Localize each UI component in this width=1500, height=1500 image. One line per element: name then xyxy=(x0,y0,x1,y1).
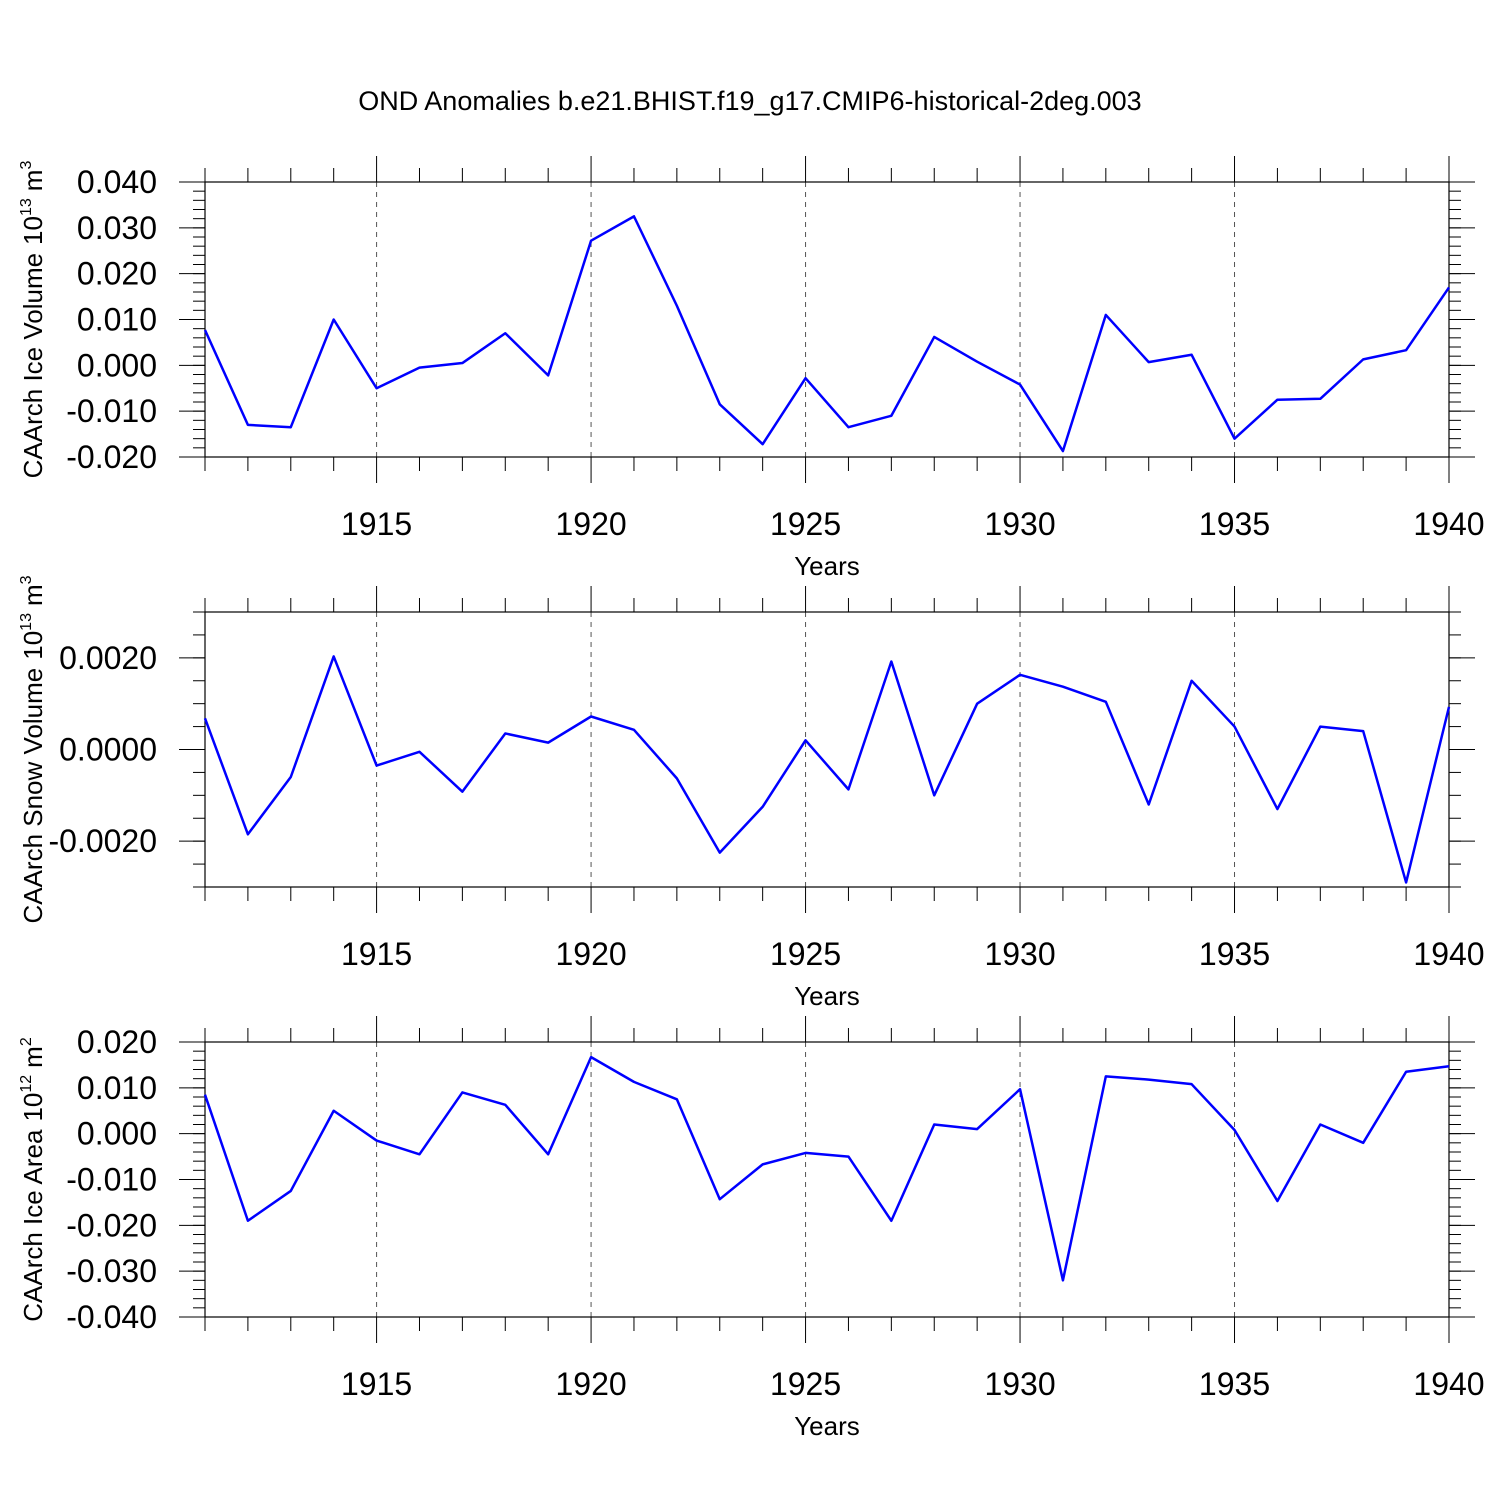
x-tick-label: 1940 xyxy=(1413,936,1484,972)
y-units-power: 3 xyxy=(18,161,35,170)
x-tick-label: 1935 xyxy=(1199,936,1270,972)
y-units-power: 3 xyxy=(18,575,35,584)
x-tick-label: 1940 xyxy=(1413,1366,1484,1402)
figure-title: OND Anomalies b.e21.BHIST.f19_g17.CMIP6-… xyxy=(358,86,1141,116)
y-tick-label: 0.010 xyxy=(77,1070,157,1106)
series-line xyxy=(203,655,1451,884)
x-tick-label: 1930 xyxy=(984,936,1055,972)
y-tick-label: 0.0020 xyxy=(59,640,157,676)
y-axis-label: CAArch Ice Area 1012 m2 xyxy=(18,1037,48,1322)
x-axis-label: Years xyxy=(794,981,860,1011)
x-tick-label: 1920 xyxy=(555,506,626,542)
y-units-base: 10 xyxy=(18,1093,48,1122)
y-tick-label: -0.0020 xyxy=(48,823,157,859)
x-tick-label: 1920 xyxy=(555,1366,626,1402)
y-tick-label: -0.020 xyxy=(66,1207,157,1243)
x-tick-label: 1940 xyxy=(1413,506,1484,542)
y-units-power: 2 xyxy=(18,1037,35,1046)
x-tick-label: 1930 xyxy=(984,1366,1055,1402)
plot-frame xyxy=(204,181,1450,458)
y-tick-label: 0.020 xyxy=(77,256,157,292)
plot-frame xyxy=(204,611,1450,888)
panel-snow-volume: 0.0020 0.0000 -0.0020 1915 1920 1925 1930 1935 1… xyxy=(18,575,1485,1011)
x-axis-label: Years xyxy=(794,551,860,581)
x-tick-label: 1920 xyxy=(555,936,626,972)
y-tick-label: 0.030 xyxy=(77,210,157,246)
panel-ice-area: 0.020 0.010 0.000 -0.010 -0.020 -0.030 -0.040 1… xyxy=(18,1016,1485,1441)
y-tick-label: 0.040 xyxy=(77,164,157,200)
y-tick-label: 0.010 xyxy=(77,302,157,338)
x-tick-label: 1925 xyxy=(770,506,841,542)
y-units-unit: m xyxy=(18,584,48,606)
x-tick-label: 1915 xyxy=(341,1366,412,1402)
x-tick-label: 1925 xyxy=(770,936,841,972)
y-units-unit: m xyxy=(18,170,48,192)
y-tick-label: 0.000 xyxy=(77,1116,157,1152)
x-tick-label: 1935 xyxy=(1199,506,1270,542)
y-tick-label: -0.020 xyxy=(66,439,157,475)
y-tick-label: -0.040 xyxy=(66,1299,157,1335)
y-units-unit: m xyxy=(18,1046,48,1068)
y-axis-label: CAArch Snow Volume 1013 m3 xyxy=(18,575,48,923)
y-label-text: CAArch Snow Volume xyxy=(18,668,48,924)
x-axis-label: Years xyxy=(794,1411,860,1441)
y-units-base: 10 xyxy=(18,631,48,660)
x-tick-label: 1915 xyxy=(341,506,412,542)
y-axis-label: CAArch Ice Volume 1013 m3 xyxy=(18,161,48,479)
y-units-exponent: 13 xyxy=(18,198,35,216)
y-units-exponent: 12 xyxy=(18,1075,35,1093)
plot-frame xyxy=(204,1041,1450,1318)
y-label-text: CAArch Ice Volume xyxy=(18,253,48,478)
x-tick-label: 1925 xyxy=(770,1366,841,1402)
y-units-base: 10 xyxy=(18,216,48,245)
panels: 0.040 0.030 0.020 0.010 0.000 -0.010 -0.020 191… xyxy=(18,156,1485,1441)
y-tick-label: 0.000 xyxy=(77,347,157,383)
y-tick-label: -0.010 xyxy=(66,393,157,429)
y-tick-label: -0.030 xyxy=(66,1253,157,1289)
panel-ice-volume: 0.040 0.030 0.020 0.010 0.000 -0.010 -0.020 191… xyxy=(18,156,1485,581)
series-line xyxy=(203,215,1451,453)
x-tick-label: 1930 xyxy=(984,506,1055,542)
x-tick-label: 1915 xyxy=(341,936,412,972)
series-line xyxy=(203,1055,1450,1282)
y-tick-label: 0.020 xyxy=(77,1024,157,1060)
x-tick-label: 1935 xyxy=(1199,1366,1270,1402)
y-units-exponent: 13 xyxy=(18,613,35,631)
y-tick-label: -0.010 xyxy=(66,1162,157,1198)
y-label-text: CAArch Ice Area xyxy=(18,1129,48,1322)
y-tick-label: 0.0000 xyxy=(59,732,157,768)
